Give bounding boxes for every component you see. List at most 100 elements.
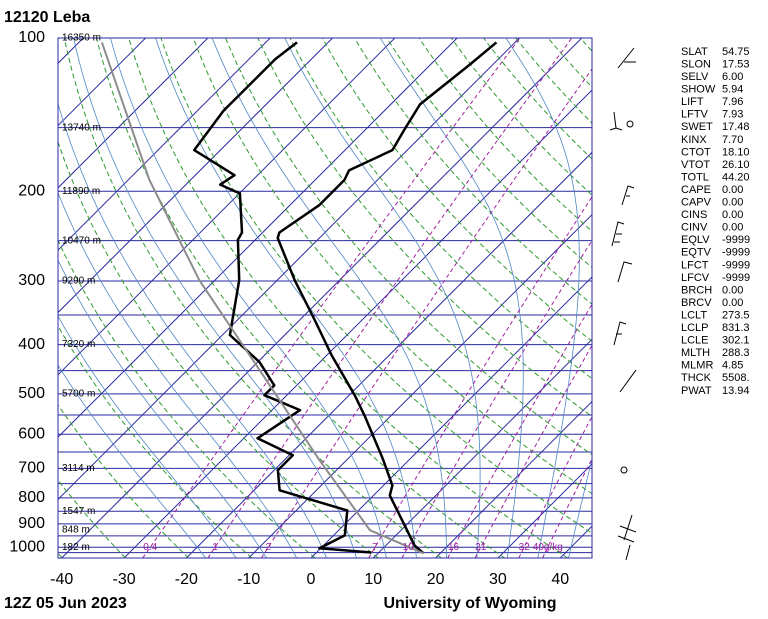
index-key: LFCV bbox=[681, 272, 710, 284]
index-key: LIFT bbox=[681, 96, 704, 108]
moist-adiabat bbox=[58, 191, 297, 558]
height-label: 9290 m bbox=[62, 276, 95, 287]
plot-frame bbox=[57, 37, 593, 559]
index-key: CINS bbox=[681, 209, 707, 221]
index-value: 7.96 bbox=[722, 96, 743, 108]
isotherm bbox=[58, 38, 396, 376]
index-key: SWET bbox=[681, 121, 713, 133]
mixing-ratio-line bbox=[447, 303, 592, 558]
x-tick-label: -20 bbox=[175, 571, 198, 588]
isotherm bbox=[372, 338, 592, 558]
height-label: 5700 m bbox=[62, 389, 95, 400]
index-key: BRCV bbox=[681, 297, 712, 309]
index-key: LCLP bbox=[681, 322, 709, 334]
isotherm bbox=[58, 38, 271, 251]
index-key: SLON bbox=[681, 58, 711, 70]
mixing-ratio-label: 1 bbox=[212, 542, 218, 553]
index-value: 5508. bbox=[722, 372, 750, 384]
moist-adiabat bbox=[212, 38, 447, 558]
date: 12Z 05 Jun 2023 bbox=[4, 595, 127, 612]
height-label: 848 m bbox=[62, 525, 90, 536]
index-key: SELV bbox=[681, 71, 709, 83]
mixing-ratio-label: 40g/kg bbox=[533, 542, 563, 553]
mixing-ratio-label: 2 bbox=[266, 542, 272, 553]
index-key: VTOT bbox=[681, 159, 710, 171]
index-value: 54.75 bbox=[722, 46, 750, 58]
height-label: 3114 m bbox=[62, 463, 95, 474]
index-key: LFCT bbox=[681, 259, 709, 271]
height-label: 182 m bbox=[62, 542, 90, 553]
wind-barb bbox=[620, 466, 628, 474]
index-key: BRCH bbox=[681, 284, 712, 296]
y-tick-label: 300 bbox=[18, 272, 45, 289]
index-key: SLAT bbox=[681, 46, 708, 58]
index-key: LCLE bbox=[681, 335, 709, 347]
isotherm bbox=[58, 38, 146, 127]
x-tick-label: -10 bbox=[237, 571, 260, 588]
y-tick-label: 1000 bbox=[9, 538, 45, 555]
y-tick-label: 700 bbox=[18, 460, 45, 477]
moist-adiabat bbox=[73, 38, 357, 558]
moist-adiabat bbox=[110, 38, 387, 558]
y-tick-label: 600 bbox=[18, 425, 45, 442]
index-key: LFTV bbox=[681, 109, 709, 121]
profile-line bbox=[100, 42, 424, 555]
mixing-ratio-label: 10 bbox=[403, 542, 415, 553]
index-key: CAPE bbox=[681, 184, 711, 196]
index-key: EQTV bbox=[681, 247, 712, 259]
index-key: LCLT bbox=[681, 309, 707, 321]
mixing-ratio-line bbox=[207, 38, 573, 558]
wind-barb bbox=[617, 261, 633, 283]
moist-adiabat bbox=[58, 259, 267, 558]
y-tick-label: 200 bbox=[18, 183, 45, 200]
index-key: KINX bbox=[681, 134, 707, 146]
wind-barb bbox=[609, 111, 623, 131]
index-key: MLTH bbox=[681, 347, 710, 359]
index-value: 288.3 bbox=[722, 347, 750, 359]
dry-adiabat bbox=[63, 38, 442, 558]
index-value: 7.93 bbox=[722, 109, 743, 121]
index-value: 17.53 bbox=[722, 58, 750, 70]
dry-adiabat bbox=[321, 38, 592, 342]
isotherm bbox=[58, 38, 458, 438]
moist-adiabat bbox=[568, 457, 592, 558]
dry-adiabat bbox=[58, 404, 189, 558]
index-value: 831.3 bbox=[722, 322, 750, 334]
index-value: 6.00 bbox=[722, 71, 743, 83]
isotherm bbox=[58, 38, 333, 314]
dry-adiabat bbox=[257, 38, 592, 417]
index-value: 0.00 bbox=[722, 284, 743, 296]
wind-barbs bbox=[609, 47, 637, 561]
index-value: 17.48 bbox=[722, 121, 750, 133]
index-value: 4.85 bbox=[722, 360, 743, 372]
dry-adiabat bbox=[58, 325, 253, 558]
isotherm bbox=[58, 38, 209, 189]
index-value: 18.10 bbox=[722, 146, 750, 158]
isotherm bbox=[310, 276, 592, 558]
y-tick-label: 500 bbox=[18, 385, 45, 402]
mixing-ratio-line bbox=[142, 38, 521, 558]
index-value: 5.94 bbox=[722, 84, 743, 96]
dry-adiabat bbox=[58, 552, 63, 558]
index-value: -9999 bbox=[722, 272, 750, 284]
moist-adiabat bbox=[505, 38, 580, 558]
mixing-ratio-label: 7 bbox=[372, 542, 378, 553]
y-tick-label: 900 bbox=[18, 515, 45, 532]
index-value: 302.1 bbox=[722, 335, 750, 347]
chart-title: 12120 Leba bbox=[4, 9, 90, 26]
index-value: -9999 bbox=[722, 234, 750, 246]
index-value: 0.00 bbox=[722, 222, 743, 234]
moist-adiabat bbox=[284, 38, 481, 558]
dry-adiabat bbox=[418, 38, 592, 232]
mixing-ratio-line bbox=[474, 344, 592, 558]
moist-adiabat bbox=[58, 315, 237, 558]
dry-adiabat bbox=[354, 38, 592, 305]
index-value: -9999 bbox=[722, 259, 750, 271]
moist-adiabat bbox=[380, 38, 524, 558]
background-lines bbox=[58, 38, 592, 558]
index-value: 0.00 bbox=[722, 184, 743, 196]
dry-adiabat bbox=[225, 38, 592, 456]
mixing-ratio-line bbox=[401, 239, 592, 558]
profile-line bbox=[192, 41, 372, 554]
x-tick-label: 40 bbox=[551, 571, 569, 588]
